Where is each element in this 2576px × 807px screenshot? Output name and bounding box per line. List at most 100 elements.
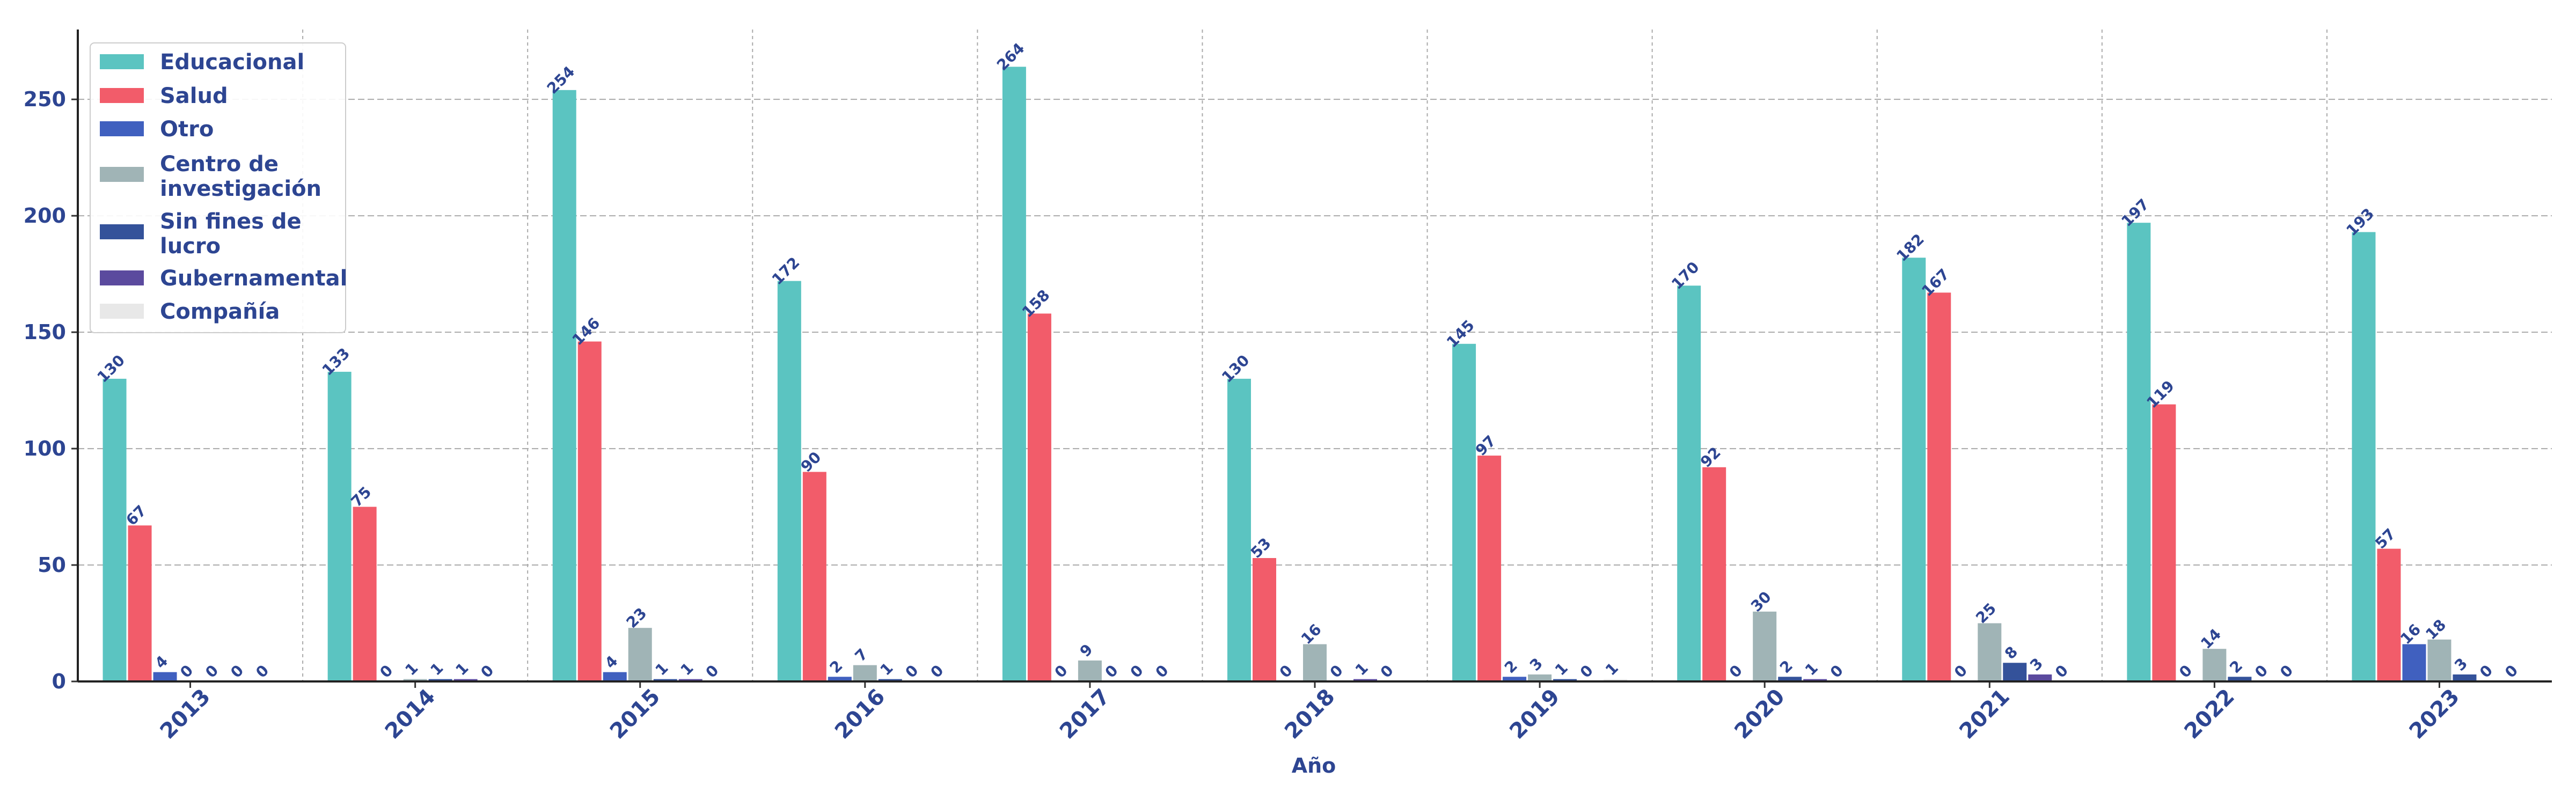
data-label: 0 [1102, 662, 1122, 681]
data-label: 0 [2277, 662, 2296, 681]
bar [1978, 623, 2002, 681]
data-label: 0 [1951, 662, 1971, 681]
data-label: 53 [1247, 534, 1275, 562]
data-label: 8 [2001, 643, 2021, 663]
bar [678, 679, 702, 681]
data-label: 97 [1472, 432, 1499, 459]
legend-label: Otro [160, 117, 214, 142]
bar [2028, 674, 2052, 681]
bar [1528, 674, 1552, 681]
data-label: 0 [2476, 662, 2496, 681]
bar [2402, 644, 2426, 681]
bar [653, 679, 677, 681]
data-label: 57 [2372, 525, 2399, 552]
data-label: 1 [877, 659, 897, 679]
bar [2228, 677, 2252, 681]
bar [1677, 285, 1701, 681]
bars [103, 67, 2477, 682]
bar [1027, 313, 1051, 681]
data-label: 75 [347, 483, 375, 510]
legend-swatch [100, 167, 144, 182]
bar [2453, 674, 2477, 681]
data-label: 1 [1802, 659, 1821, 679]
data-label: 1 [401, 659, 421, 679]
x-tick-label: 2021 [1955, 684, 2014, 744]
bar [603, 672, 627, 681]
y-tick-label: 200 [24, 204, 66, 228]
legend-label: Sin fines de lucro [160, 209, 302, 259]
data-label: 0 [2052, 662, 2072, 681]
bar [403, 679, 427, 681]
legend-label: Gubernamental [160, 266, 347, 291]
bar [103, 378, 127, 681]
x-tick-label: 2016 [830, 684, 890, 744]
data-label: 4 [601, 652, 621, 672]
data-label: 3 [2451, 655, 2471, 674]
data-label: 0 [2176, 662, 2196, 681]
bar [2377, 548, 2401, 681]
bar [878, 679, 902, 681]
data-label: 0 [177, 662, 196, 681]
data-label: 0 [376, 662, 396, 681]
bar [2152, 404, 2176, 681]
bar [2352, 232, 2376, 682]
bar [1002, 67, 1026, 681]
data-label: 0 [702, 662, 722, 681]
data-label: 16 [1298, 620, 1325, 648]
bar [1803, 679, 1827, 681]
data-label: 67 [122, 502, 150, 529]
bar [1702, 467, 1726, 681]
data-label: 14 [2197, 625, 2224, 652]
x-tick-label: 2020 [1730, 684, 1789, 744]
bar [1778, 677, 1802, 681]
bar [128, 525, 152, 681]
y-tick-label: 250 [24, 87, 66, 111]
data-label: 9 [1077, 641, 1096, 661]
data-label: 1 [677, 659, 697, 679]
data-label: 1 [1552, 659, 1571, 679]
data-label: 1 [1352, 659, 1372, 679]
bar [1253, 558, 1276, 681]
bar [628, 628, 652, 681]
data-label: 16 [2397, 620, 2424, 648]
bar [2127, 223, 2151, 681]
bar [428, 679, 452, 681]
grid-lines [78, 30, 2552, 681]
data-label: 4 [151, 652, 171, 672]
legend-swatch [100, 121, 144, 136]
data-label: 3 [1526, 655, 1546, 674]
bar [1303, 644, 1327, 681]
legend-swatch [100, 304, 144, 319]
legend-swatch [100, 270, 144, 285]
bar [2427, 639, 2451, 681]
data-label: 0 [1152, 662, 1172, 681]
bar [853, 665, 877, 681]
legend-label: Salud [160, 84, 228, 108]
data-label: 2 [1776, 657, 1796, 677]
data-label: 0 [1577, 662, 1597, 681]
x-tick-label: 2023 [2405, 684, 2464, 744]
x-tick-label: 2017 [1055, 684, 1115, 744]
data-label: 0 [1377, 662, 1397, 681]
legend-label: Educacional [160, 50, 304, 75]
bar [327, 371, 352, 681]
bar [1604, 679, 1628, 681]
data-label: 92 [1697, 444, 1724, 471]
data-label: 1 [452, 659, 472, 679]
data-label: 2 [1501, 657, 1521, 677]
bar [1353, 679, 1377, 681]
data-label: 0 [477, 662, 497, 681]
data-label: 0 [1726, 662, 1746, 681]
data-label: 0 [927, 662, 947, 681]
data-label: 18 [2422, 616, 2449, 643]
data-label: 0 [1276, 662, 1296, 681]
x-tick-label: 2018 [1280, 684, 1340, 744]
bar [577, 341, 602, 681]
y-tick-label: 150 [24, 320, 66, 344]
data-label: 1 [427, 659, 447, 679]
legend: Educacional Salud Otro Centro de investigaci… [90, 42, 347, 333]
data-label: 1 [652, 659, 671, 679]
bar [1452, 343, 1476, 681]
data-label: 25 [1972, 599, 2000, 627]
